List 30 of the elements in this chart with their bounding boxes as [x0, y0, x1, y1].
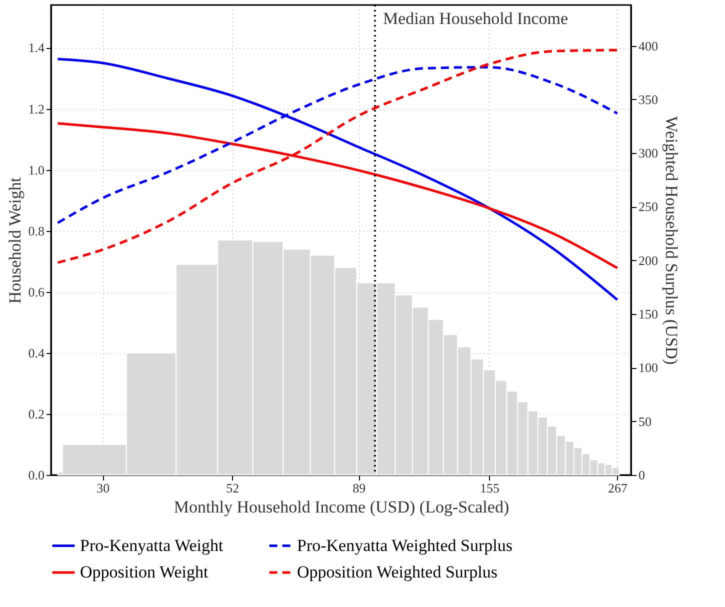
x-axis-title: Monthly Household Income (USD) (Log-Scaled)	[174, 498, 510, 516]
x-tick-label: 89	[352, 480, 366, 496]
y2-tick-label: 250	[638, 199, 658, 214]
legend-label: Pro-Kenyatta Weight	[80, 536, 224, 555]
y2-tick-label: 200	[638, 252, 658, 268]
y2-axis-title: Weighted Household Surplus (USD)	[662, 116, 681, 365]
y-tick-label: 1.0	[28, 162, 44, 178]
y2-tick-label: 50	[638, 414, 652, 429]
ref-line-label: Median Household Income	[382, 9, 568, 28]
x-tick-label: 30	[96, 480, 110, 496]
y-tick-label: 0.8	[28, 223, 44, 238]
y2-tick-label: 400	[638, 38, 658, 54]
y-tick-label: 1.2	[28, 101, 44, 116]
y-tick-label: 0.6	[28, 284, 45, 300]
y-tick-label: 0.2	[28, 406, 44, 422]
legend-label: Pro-Kenyatta Weighted Surplus	[297, 536, 513, 555]
y2-tick-label: 0	[638, 468, 645, 482]
legend-label: Opposition Weighted Surplus	[297, 562, 498, 582]
x-tick-label: 52	[226, 480, 240, 496]
y2-tick-label: 350	[638, 92, 658, 107]
y2-tick-label: 150	[638, 306, 658, 322]
x-tick-label: 267	[608, 480, 628, 496]
y2-tick-label: 100	[638, 360, 658, 376]
y-tick-label: 1.4	[28, 40, 45, 56]
legend-label: Opposition Weight	[80, 562, 208, 582]
y2-tick-label: 300	[638, 146, 658, 161]
y-tick-label: 0.0	[28, 468, 44, 482]
y-axis-title: Household Weight	[5, 177, 24, 304]
y-tick-label: 0.4	[28, 345, 45, 360]
x-tick-label: 155	[480, 480, 500, 496]
